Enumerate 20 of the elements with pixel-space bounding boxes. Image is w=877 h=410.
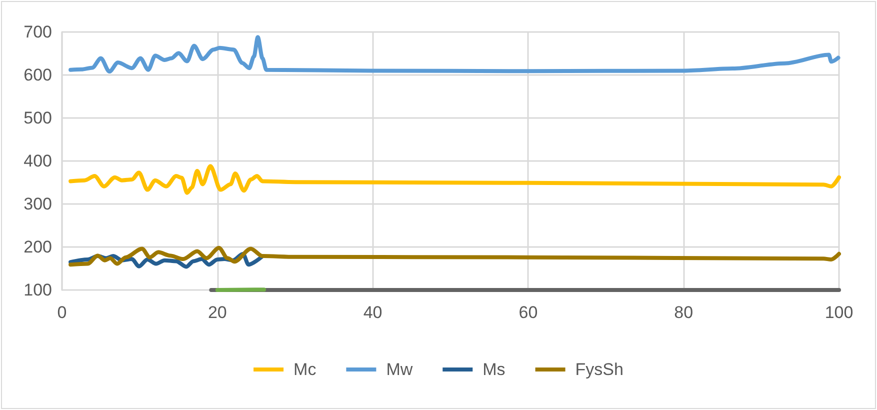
line-series <box>68 164 841 195</box>
line-series <box>68 246 841 267</box>
x-tick-label: 0 <box>57 303 67 322</box>
y-tick-label: 300 <box>24 194 52 214</box>
y-tick-label: 600 <box>24 66 52 84</box>
x-tick-label: 60 <box>518 303 538 322</box>
y-tick-label: 100 <box>24 280 52 300</box>
legend-label: Mw <box>386 360 414 379</box>
y-tick-label: 200 <box>24 238 52 256</box>
y-tick-label: 400 <box>24 152 52 170</box>
legend-label: FysSh <box>575 360 624 379</box>
x-tick-label: 20 <box>208 303 227 322</box>
y-tick-label: 700 <box>24 22 52 42</box>
x-tick-label: 100 <box>824 303 854 322</box>
x-tick-label: 40 <box>363 303 382 322</box>
y-tick-label: 500 <box>24 108 52 128</box>
legend-label: Ms <box>482 360 506 379</box>
x-tick-label: 80 <box>674 303 694 322</box>
legend-label: Mc <box>294 360 317 379</box>
line-series <box>68 35 840 74</box>
